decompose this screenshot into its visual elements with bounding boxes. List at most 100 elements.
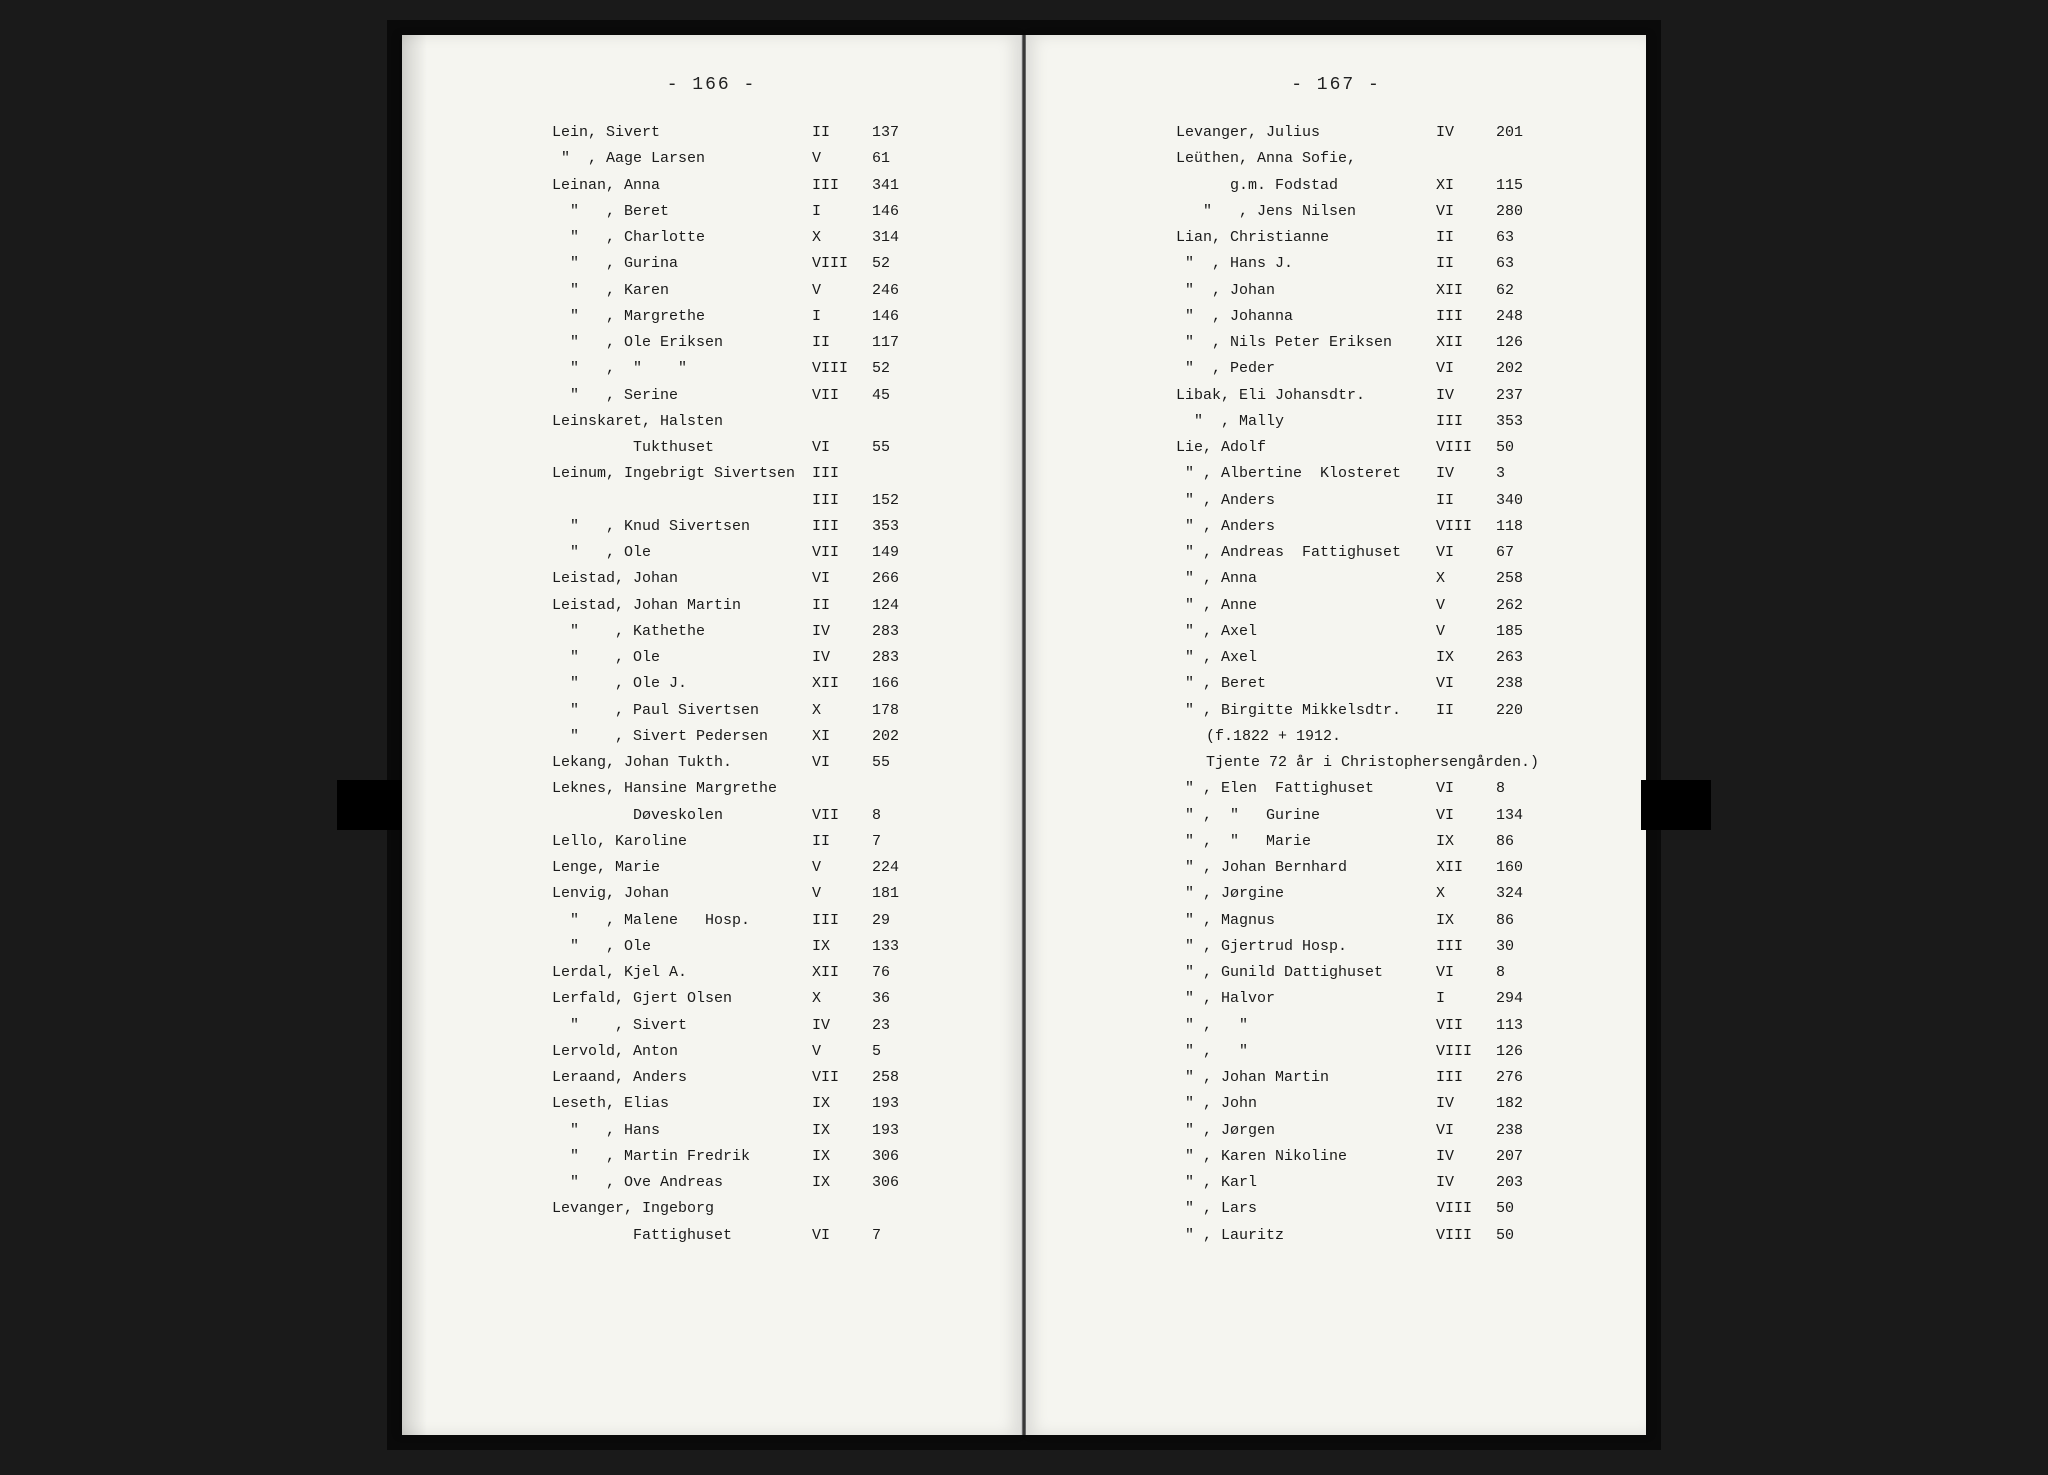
entry-page-ref: 76 xyxy=(872,960,890,986)
index-entry: " , Albertine KlosteretIV3 xyxy=(1176,461,1596,487)
index-entry: " , JørgenVI238 xyxy=(1176,1118,1596,1144)
entry-page-ref: 283 xyxy=(872,645,899,671)
entry-page-ref: 220 xyxy=(1496,698,1523,724)
entry-volume: III xyxy=(812,908,872,934)
entry-volume: III xyxy=(1436,934,1496,960)
index-entry: " , PederVI202 xyxy=(1176,356,1596,382)
entry-name: Leinskaret, Halsten xyxy=(552,409,812,435)
entry-page-ref: 8 xyxy=(1496,960,1505,986)
entry-volume: XII xyxy=(812,671,872,697)
index-entry: Lerdal, Kjel A.XII76 xyxy=(552,960,971,986)
index-entry: " , " MarieIX86 xyxy=(1176,829,1596,855)
entry-name: Leinum, Ingebrigt Sivertsen xyxy=(552,461,812,487)
index-entry: " , Ole J.XII166 xyxy=(552,671,971,697)
entry-name: " , Magnus xyxy=(1176,908,1436,934)
index-entry: " , Birgitte Mikkelsdtr.II220 xyxy=(1176,698,1596,724)
entry-volume: XII xyxy=(812,960,872,986)
entry-volume: II xyxy=(1436,251,1496,277)
entry-name: " , Anders xyxy=(1176,488,1436,514)
index-entry: " , OleVII149 xyxy=(552,540,971,566)
entry-name: " , Hans xyxy=(552,1118,812,1144)
entry-name: " , Ole Eriksen xyxy=(552,330,812,356)
entry-page-ref: 146 xyxy=(872,199,899,225)
entry-volume: II xyxy=(812,593,872,619)
entry-page-ref: 201 xyxy=(1496,120,1523,146)
entry-page-ref: 126 xyxy=(1496,1039,1523,1065)
entry-volume: IV xyxy=(812,645,872,671)
entry-name: " , Jørgen xyxy=(1176,1118,1436,1144)
entry-volume: VIII xyxy=(1436,1223,1496,1249)
entry-name: " , John xyxy=(1176,1091,1436,1117)
index-entry: " , MallyIII353 xyxy=(1176,409,1596,435)
entry-page-ref: 126 xyxy=(1496,330,1523,356)
entry-name: " , Knud Sivertsen xyxy=(552,514,812,540)
entry-page-ref: 238 xyxy=(1496,671,1523,697)
entry-volume: IX xyxy=(812,1118,872,1144)
index-entry: Leinan, AnnaIII341 xyxy=(552,173,971,199)
entry-page-ref: 207 xyxy=(1496,1144,1523,1170)
index-entry: Leüthen, Anna Sofie, xyxy=(1176,146,1596,172)
index-entry: " , BeretI146 xyxy=(552,199,971,225)
index-entry: Leknes, Hansine Margrethe xyxy=(552,776,971,802)
index-entry: " , Johan MartinIII276 xyxy=(1176,1065,1596,1091)
entry-name: " , Jens Nilsen xyxy=(1176,199,1436,225)
entry-name: " , Birgitte Mikkelsdtr. xyxy=(1176,698,1436,724)
index-entry: Lekang, Johan Tukth.VI55 xyxy=(552,750,971,776)
entry-page-ref: 341 xyxy=(872,173,899,199)
index-entry: " , Knud SivertsenIII353 xyxy=(552,514,971,540)
entry-volume: VIII xyxy=(1436,1196,1496,1222)
entry-page-ref: 283 xyxy=(872,619,899,645)
entry-volume: X xyxy=(1436,566,1496,592)
entry-page-ref: 36 xyxy=(872,986,890,1012)
entry-volume: VI xyxy=(1436,776,1496,802)
entry-page-ref: 115 xyxy=(1496,173,1523,199)
paper-clip-left xyxy=(337,780,407,830)
entry-volume: VII xyxy=(812,540,872,566)
index-entry: Lerfald, Gjert OlsenX36 xyxy=(552,986,971,1012)
entry-name: " , Margrethe xyxy=(552,304,812,330)
entry-volume: XII xyxy=(1436,330,1496,356)
entry-name: Døveskolen xyxy=(552,803,812,829)
entry-page-ref: 29 xyxy=(872,908,890,934)
entry-name: " , Albertine Klosteret xyxy=(1176,461,1436,487)
entry-volume: VIII xyxy=(1436,1039,1496,1065)
index-entry: Lein, SivertII137 xyxy=(552,120,971,146)
entry-volume: VIII xyxy=(1436,514,1496,540)
entry-volume: VIII xyxy=(1436,435,1496,461)
entry-page-ref: 134 xyxy=(1496,803,1523,829)
entry-name: Leknes, Hansine Margrethe xyxy=(552,776,812,802)
entry-volume: VI xyxy=(1436,671,1496,697)
entry-page-ref: 182 xyxy=(1496,1091,1523,1117)
index-entry: Lenvig, JohanV181 xyxy=(552,881,971,907)
entry-page-ref: 152 xyxy=(872,488,899,514)
entry-name: " , Ole J. xyxy=(552,671,812,697)
entry-page-ref: 8 xyxy=(1496,776,1505,802)
index-entry: " , AnneV262 xyxy=(1176,593,1596,619)
entry-volume: II xyxy=(1436,225,1496,251)
right-page: - 167 - Levanger, JuliusIV201Leüthen, An… xyxy=(1026,35,1646,1435)
index-entry: " , AxelIX263 xyxy=(1176,645,1596,671)
index-entry: " , Malene Hosp.III29 xyxy=(552,908,971,934)
entry-page-ref: 117 xyxy=(872,330,899,356)
entry-name: " , Ole xyxy=(552,934,812,960)
index-entry: " , Sivert PedersenXI202 xyxy=(552,724,971,750)
index-entry: " , " "VIII52 xyxy=(552,356,971,382)
entry-volume: V xyxy=(812,855,872,881)
index-entry: " , Gjertrud Hosp.III30 xyxy=(1176,934,1596,960)
entry-volume: IX xyxy=(1436,908,1496,934)
entry-volume: III xyxy=(812,173,872,199)
entry-name: " , Beret xyxy=(1176,671,1436,697)
left-page: - 166 - Lein, SivertII137 " , Aage Larse… xyxy=(402,35,1022,1435)
entry-page-ref: 67 xyxy=(1496,540,1514,566)
entry-page-ref: 178 xyxy=(872,698,899,724)
entry-page-ref: 146 xyxy=(872,304,899,330)
index-note: (f.1822 + 1912. xyxy=(1176,724,1596,750)
entry-page-ref: 258 xyxy=(1496,566,1523,592)
entry-name: Leseth, Elias xyxy=(552,1091,812,1117)
entry-name: " , Lars xyxy=(1176,1196,1436,1222)
entry-page-ref: 63 xyxy=(1496,251,1514,277)
entry-name: " , Elen Fattighuset xyxy=(1176,776,1436,802)
entry-volume: IV xyxy=(812,1013,872,1039)
entry-volume: V xyxy=(1436,593,1496,619)
right-entries-list: Levanger, JuliusIV201Leüthen, Anna Sofie… xyxy=(1076,120,1596,1249)
